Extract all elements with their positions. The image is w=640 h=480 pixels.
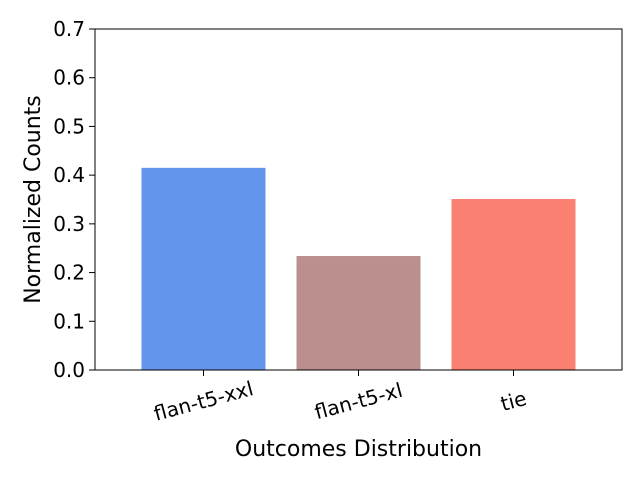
y-tick-label: 0.3 <box>53 212 85 236</box>
y-axis-label: Normalized Counts <box>21 95 46 304</box>
x-tick-label: flan-t5-xl <box>312 378 405 424</box>
x-tick-label: flan-t5-xxl <box>151 376 256 426</box>
bar-flan-t5-xl <box>296 256 421 370</box>
bar-flan-t5-xxl <box>141 167 266 370</box>
y-tick-label: 0.4 <box>53 163 85 187</box>
x-axis-ticks: flan-t5-xxl flan-t5-xl tie <box>151 370 529 426</box>
bar-tie <box>451 199 576 370</box>
y-tick-label: 0.6 <box>53 66 85 90</box>
y-tick-label: 0.2 <box>53 261 85 285</box>
x-axis-label: Outcomes Distribution <box>235 437 482 462</box>
y-tick-label: 0.0 <box>53 358 85 382</box>
y-axis-ticks: 0.0 0.1 0.2 0.3 0.4 0.5 0.6 0.7 <box>53 17 95 382</box>
y-tick-label: 0.1 <box>53 309 85 333</box>
y-tick-label: 0.7 <box>53 17 85 41</box>
y-tick-label: 0.5 <box>53 114 85 138</box>
x-tick-label: tie <box>498 386 529 416</box>
bars-group <box>141 167 576 370</box>
